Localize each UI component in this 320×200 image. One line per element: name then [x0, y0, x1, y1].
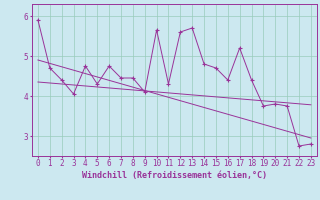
X-axis label: Windchill (Refroidissement éolien,°C): Windchill (Refroidissement éolien,°C)	[82, 171, 267, 180]
